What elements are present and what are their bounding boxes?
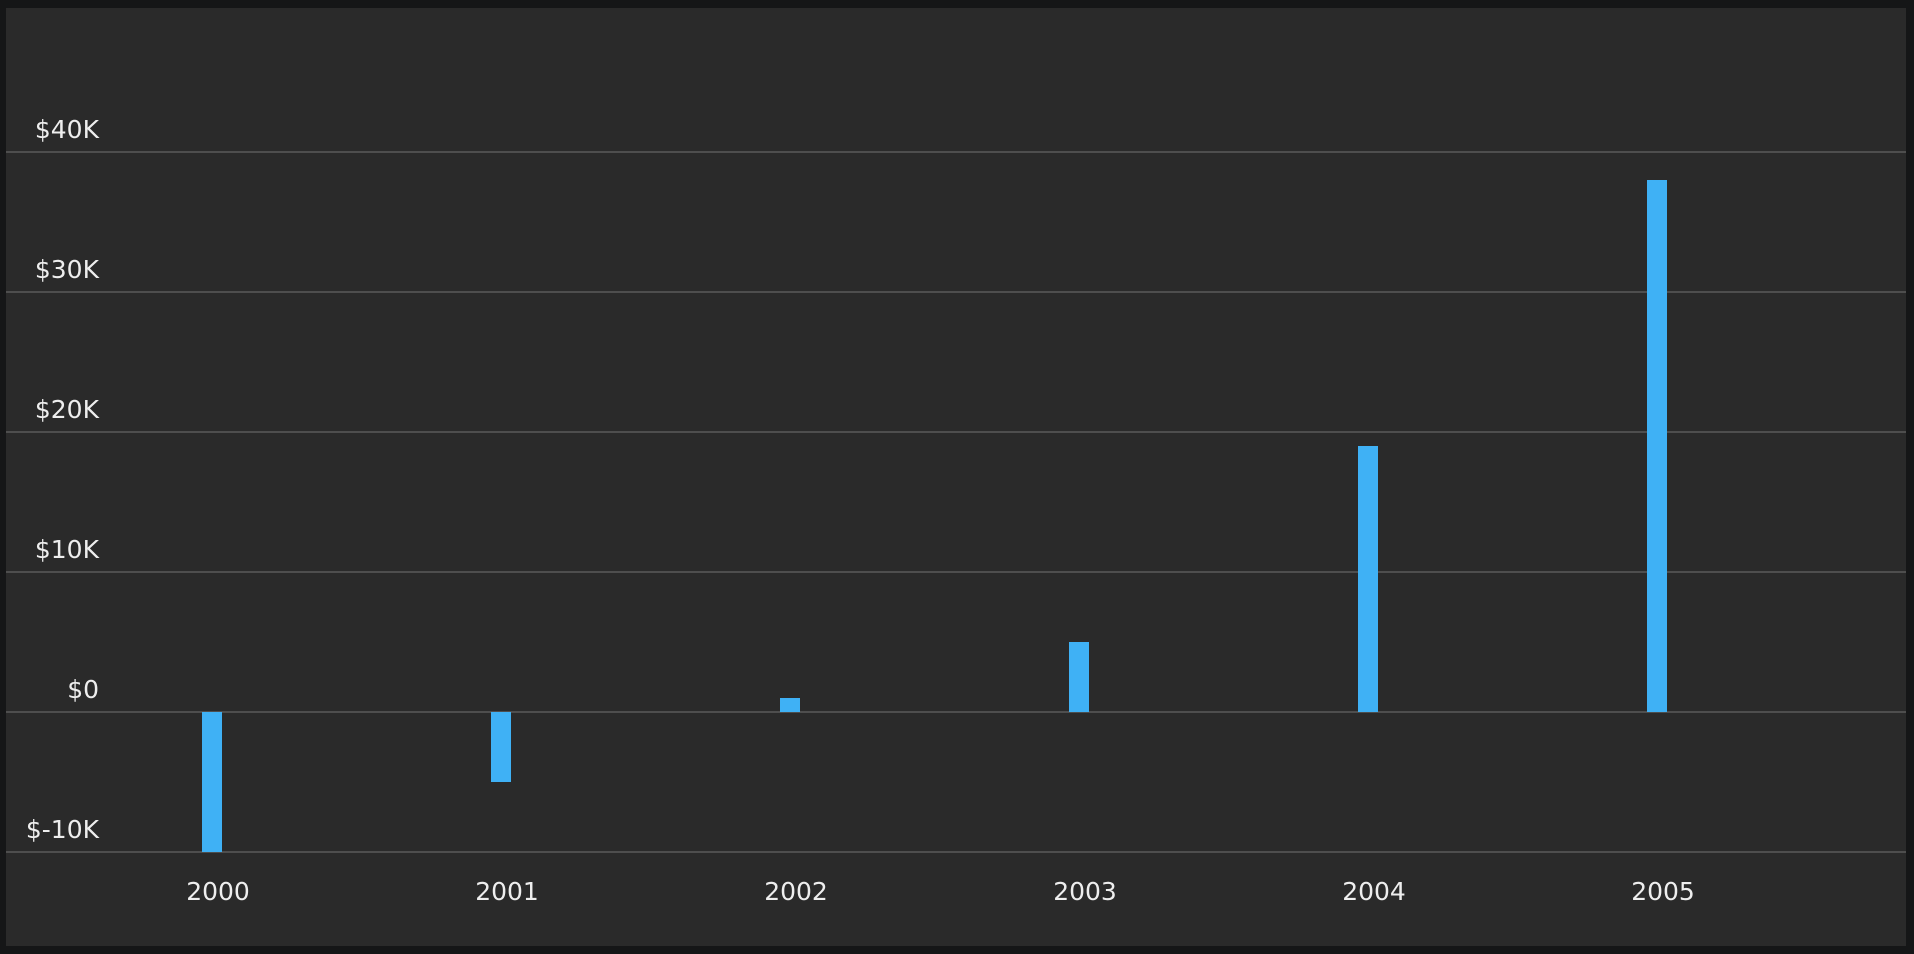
y-tick-label: $20K <box>35 395 100 424</box>
gridlines <box>6 151 1906 853</box>
y-tick-label: $-10K <box>26 815 100 844</box>
bar <box>780 698 800 712</box>
y-tick-label: $40K <box>35 115 100 144</box>
y-axis-tick-labels: $-10K $0 $10K $20K $30K $40K <box>26 115 100 844</box>
y-tick-label: $30K <box>35 255 100 284</box>
bar <box>202 712 222 852</box>
chart-panel <box>6 8 1906 946</box>
x-tick-label: 2005 <box>1631 877 1695 906</box>
bars <box>202 180 1667 852</box>
x-tick-label: 2001 <box>475 877 539 906</box>
y-tick-label: $10K <box>35 535 100 564</box>
x-tick-label: 2002 <box>764 877 828 906</box>
x-tick-label: 2003 <box>1053 877 1117 906</box>
x-tick-label: 2000 <box>186 877 250 906</box>
bar <box>1647 180 1667 712</box>
x-tick-label: 2004 <box>1342 877 1406 906</box>
bar <box>491 712 511 782</box>
bar <box>1069 642 1089 712</box>
y-tick-label: $0 <box>67 675 99 704</box>
x-axis-tick-labels: 2000 2001 2002 2003 2004 2005 <box>186 877 1695 906</box>
bar <box>1358 446 1378 712</box>
